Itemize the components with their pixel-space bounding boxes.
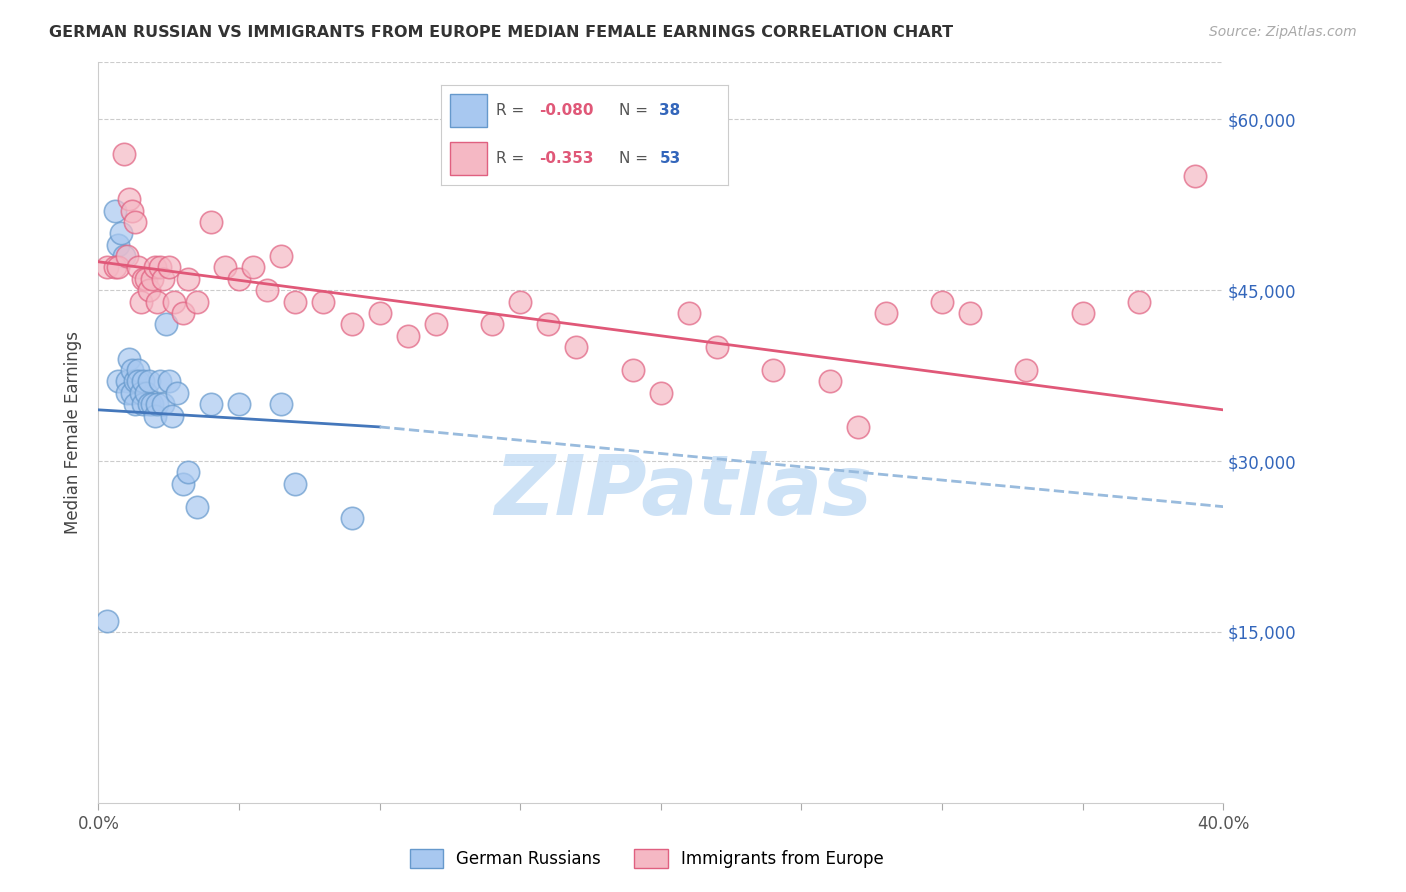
Point [242,260,264,275]
Point [115,385,138,400]
Point [396,328,419,343]
Point [132,272,155,286]
Point [284,294,307,309]
Point [228,397,250,411]
Point [138,375,160,389]
Point [340,511,363,525]
Point [228,272,250,286]
Point [121,363,143,377]
Point [129,294,152,309]
Point [149,260,172,275]
Point [104,203,127,218]
Point [565,340,588,354]
Point [706,340,728,354]
Point [509,294,531,309]
Point [172,476,194,491]
Point [104,260,127,275]
Point [96,614,118,628]
Point [124,215,146,229]
Point [762,363,785,377]
Point [152,272,174,286]
Point [270,249,292,263]
Point [110,227,132,241]
Point [284,476,307,491]
Point [118,351,141,366]
Point [177,272,200,286]
Point [172,306,194,320]
Point [121,385,143,400]
Point [818,375,841,389]
Point [270,397,292,411]
Point [118,192,141,206]
Point [368,306,391,320]
Point [121,203,143,218]
Point [537,318,560,332]
Point [107,260,129,275]
Point [135,272,157,286]
Point [157,375,180,389]
Point [650,385,672,400]
Point [143,260,166,275]
Point [115,375,138,389]
Legend: German Russians, Immigrants from Europe: German Russians, Immigrants from Europe [404,842,890,875]
Point [166,385,188,400]
Point [1015,363,1038,377]
Point [875,306,897,320]
Point [107,237,129,252]
Point [141,272,163,286]
Point [200,397,222,411]
Point [127,363,149,377]
Point [152,397,174,411]
Point [107,375,129,389]
Point [200,215,222,229]
Point [1071,306,1094,320]
Point [621,363,644,377]
Point [141,397,163,411]
Point [135,385,157,400]
Point [124,397,146,411]
Point [1128,294,1150,309]
Point [112,249,135,263]
Point [256,283,278,297]
Text: ZIPatlas: ZIPatlas [495,451,872,533]
Point [115,249,138,263]
Point [163,294,186,309]
Point [931,294,953,309]
Point [146,397,169,411]
Y-axis label: Median Female Earnings: Median Female Earnings [65,331,83,534]
Point [846,420,869,434]
Point [340,318,363,332]
Point [155,318,177,332]
Point [146,294,169,309]
Point [186,294,208,309]
Point [214,260,236,275]
Point [678,306,700,320]
Point [138,283,160,297]
Text: Source: ZipAtlas.com: Source: ZipAtlas.com [1209,25,1357,39]
Point [149,375,172,389]
Point [127,260,149,275]
Point [959,306,981,320]
Point [132,375,155,389]
Text: GERMAN RUSSIAN VS IMMIGRANTS FROM EUROPE MEDIAN FEMALE EARNINGS CORRELATION CHAR: GERMAN RUSSIAN VS IMMIGRANTS FROM EUROPE… [49,25,953,40]
Point [157,260,180,275]
Point [96,260,118,275]
Point [143,409,166,423]
Point [132,397,155,411]
Point [481,318,503,332]
Point [425,318,447,332]
Point [127,375,149,389]
Point [160,409,183,423]
Point [129,385,152,400]
Point [312,294,335,309]
Point [124,375,146,389]
Point [1184,169,1206,184]
Point [177,466,200,480]
Point [138,397,160,411]
Point [112,146,135,161]
Point [186,500,208,514]
